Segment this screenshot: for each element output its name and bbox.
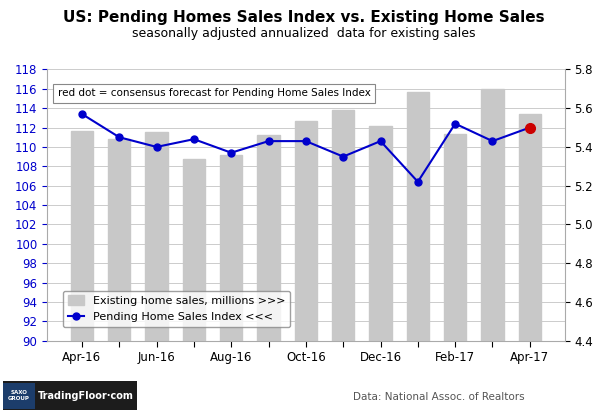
Bar	[295, 121, 317, 412]
Bar	[145, 132, 168, 412]
FancyBboxPatch shape	[3, 383, 35, 409]
Text: SAXO
GROUP: SAXO GROUP	[8, 390, 30, 401]
Bar	[257, 135, 280, 412]
Text: seasonally adjusted annualized  data for existing sales: seasonally adjusted annualized data for …	[133, 27, 475, 40]
Text: red dot = consensus forecast for Pending Home Sales Index: red dot = consensus forecast for Pending…	[58, 89, 370, 98]
Bar	[519, 114, 541, 412]
Bar	[407, 92, 429, 412]
Bar	[369, 126, 392, 412]
Bar	[183, 159, 205, 412]
Bar	[482, 89, 503, 412]
Bar	[220, 154, 243, 412]
Text: Data: National Assoc. of Realtors: Data: National Assoc. of Realtors	[353, 392, 524, 402]
Text: US: Pending Homes Sales Index vs. Existing Home Sales: US: Pending Homes Sales Index vs. Existi…	[63, 10, 545, 25]
Text: TradingFloor·com: TradingFloor·com	[38, 391, 134, 400]
Bar	[444, 134, 466, 412]
Bar	[332, 110, 354, 412]
Bar	[108, 139, 131, 412]
Legend: Existing home sales, millions >>>, Pending Home Sales Index <<<: Existing home sales, millions >>>, Pendi…	[63, 291, 290, 327]
Bar	[71, 131, 93, 412]
